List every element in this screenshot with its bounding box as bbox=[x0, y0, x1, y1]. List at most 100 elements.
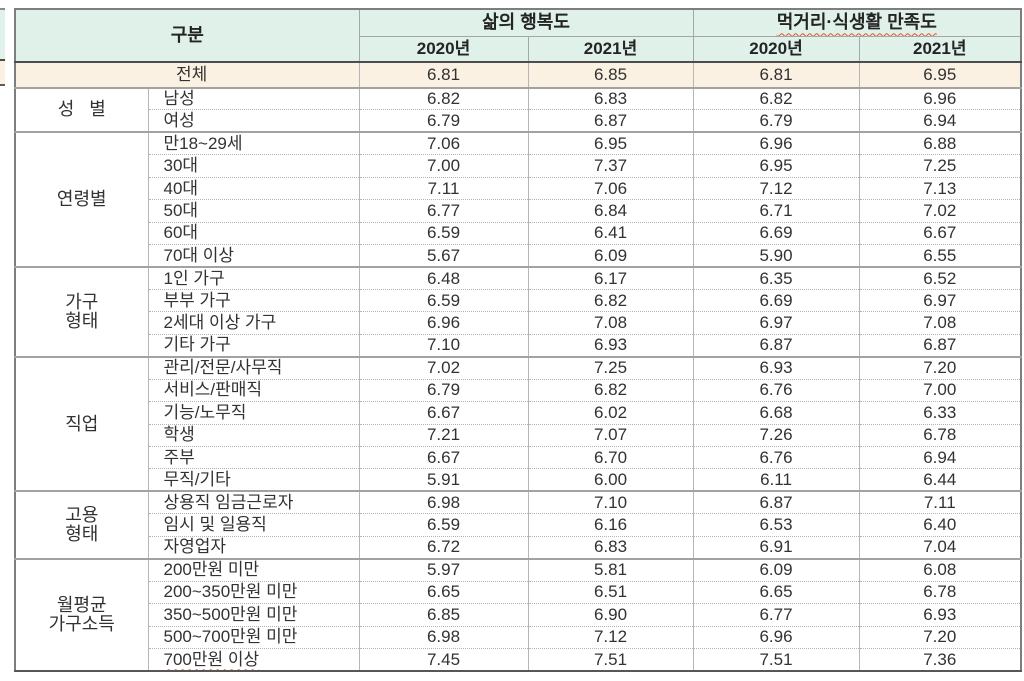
value-cell: 7.13 bbox=[858, 176, 1022, 200]
header-year-happiness-2021: 2021년 bbox=[527, 35, 694, 63]
value-cell: 6.76 bbox=[692, 445, 859, 469]
row-label-cell: 관리/전문/사무직 bbox=[147, 355, 359, 380]
value-cell: 6.78 bbox=[858, 423, 1022, 447]
value-cell: 6.98 bbox=[358, 625, 528, 649]
value-cell: 7.51 bbox=[527, 647, 693, 671]
value-cell: 7.10 bbox=[527, 490, 693, 514]
value-cell: 6.82 bbox=[527, 288, 693, 312]
value-cell: 6.59 bbox=[358, 221, 528, 245]
value-cell: 6.70 bbox=[527, 445, 693, 469]
row-label-cell: 임시 및 일용직 bbox=[147, 513, 359, 537]
value-cell: 7.12 bbox=[527, 625, 693, 649]
value-cell: 6.79 bbox=[358, 109, 528, 133]
table-row: 서비스/판매직 6.79 6.82 6.76 7.00 bbox=[15, 378, 1022, 402]
table-row: 40대 7.11 7.06 7.12 7.13 bbox=[15, 176, 1022, 200]
satisfaction-table: 구분 삶의 행복도 먹거리·식생활 만족도 2020년 2021년 2020년 … bbox=[14, 8, 1023, 672]
value-cell: 6.51 bbox=[527, 580, 693, 604]
table-row: 200~350만원 미만 6.65 6.51 6.65 6.78 bbox=[15, 580, 1022, 604]
value-cell: 6.94 bbox=[858, 445, 1022, 469]
value-cell: 6.65 bbox=[692, 580, 859, 604]
row-label-cell: 서비스/판매직 bbox=[147, 378, 359, 402]
value-cell: 7.02 bbox=[858, 199, 1022, 223]
row-label-cell: 700만원 이상 bbox=[147, 647, 359, 671]
value-cell: 6.98 bbox=[358, 490, 528, 514]
value-cell: 5.97 bbox=[358, 557, 528, 582]
row-label-cell: 부부 가구 bbox=[147, 288, 359, 312]
value-cell: 6.79 bbox=[358, 378, 528, 402]
table-row: 직업 관리/전문/사무직 7.02 7.25 6.93 7.20 bbox=[15, 355, 1022, 492]
value-cell: 7.00 bbox=[858, 378, 1022, 402]
row-label-cell: 만18~29세 bbox=[147, 131, 359, 155]
value-cell: 6.02 bbox=[527, 401, 693, 425]
row-label-cell: 학생 bbox=[147, 423, 359, 447]
table-row: 가구 형태 1인 가구 6.48 6.17 6.35 6.52 bbox=[15, 265, 1022, 357]
value-cell: 6.96 bbox=[692, 131, 859, 155]
value-cell: 5.67 bbox=[358, 244, 528, 267]
table-row: 자영업자 6.72 6.83 6.91 7.04 bbox=[15, 535, 1022, 559]
table-row: 무직/기타 5.91 6.00 6.11 6.44 bbox=[15, 468, 1022, 492]
table-row: 50대 6.77 6.84 6.71 7.02 bbox=[15, 199, 1022, 223]
value-cell: 6.97 bbox=[858, 288, 1022, 312]
value-cell: 6.71 bbox=[692, 199, 859, 223]
table-row: 350~500만원 미만 6.85 6.90 6.77 6.93 bbox=[15, 603, 1022, 626]
value-cell: 7.00 bbox=[358, 154, 528, 178]
value-cell: 7.04 bbox=[858, 535, 1022, 559]
group-label-cell: 연령별 bbox=[15, 131, 148, 267]
value-cell: 6.44 bbox=[858, 468, 1022, 492]
value-cell: 7.08 bbox=[858, 311, 1022, 335]
row-label-cell: 자영업자 bbox=[147, 535, 359, 559]
value-cell: 6.55 bbox=[858, 244, 1022, 267]
value-cell: 7.36 bbox=[858, 647, 1022, 671]
value-cell: 6.72 bbox=[358, 535, 528, 559]
value-cell: 6.68 bbox=[692, 401, 859, 425]
group-label-cell: 성 별 bbox=[15, 86, 148, 133]
table-row: 성 별 남성 6.82 6.83 6.82 6.96 bbox=[15, 86, 1022, 133]
value-cell: 6.83 bbox=[527, 535, 693, 559]
value-cell: 6.95 bbox=[692, 154, 859, 178]
row-label-cell: 상용직 임금근로자 bbox=[147, 490, 359, 514]
row-label-cell: 50대 bbox=[147, 199, 359, 223]
value-cell: 7.45 bbox=[358, 647, 528, 671]
value-cell: 6.09 bbox=[692, 557, 859, 582]
header-group-row: 구분 삶의 행복도 먹거리·식생활 만족도 bbox=[14, 8, 1022, 63]
value-cell: 6.41 bbox=[527, 221, 693, 245]
value-cell: 6.76 bbox=[692, 378, 859, 402]
value-cell: 6.81 bbox=[358, 62, 528, 88]
value-cell: 7.06 bbox=[358, 131, 528, 155]
row-label-cell: 70대 이상 bbox=[147, 244, 359, 267]
table-row: 30대 7.00 7.37 6.95 7.25 bbox=[15, 154, 1022, 178]
row-label-cell: 기능/노무직 bbox=[147, 401, 359, 425]
value-cell: 7.37 bbox=[527, 154, 693, 178]
value-cell: 5.81 bbox=[527, 557, 693, 582]
value-cell: 6.87 bbox=[858, 333, 1022, 357]
value-cell: 6.79 bbox=[692, 109, 859, 133]
value-cell: 7.25 bbox=[527, 355, 693, 380]
header-year-food-2020: 2020년 bbox=[692, 35, 860, 63]
value-cell: 6.67 bbox=[358, 401, 528, 425]
value-cell: 6.00 bbox=[527, 468, 693, 492]
value-cell: 6.11 bbox=[692, 468, 859, 492]
row-label-cell: 500~700만원 미만 bbox=[147, 625, 359, 649]
value-cell: 7.07 bbox=[527, 423, 693, 447]
table-row: 60대 6.59 6.41 6.69 6.67 bbox=[15, 221, 1022, 245]
table-row: 70대 이상 5.67 6.09 5.90 6.55 bbox=[15, 244, 1022, 267]
group-label-cell: 가구 형태 bbox=[15, 266, 148, 357]
value-cell: 6.67 bbox=[358, 445, 528, 469]
value-cell: 7.10 bbox=[358, 333, 528, 357]
value-cell: 7.51 bbox=[692, 647, 859, 671]
value-cell: 7.26 bbox=[692, 423, 859, 447]
row-label-cell: 주부 bbox=[147, 445, 359, 469]
value-cell: 7.25 bbox=[858, 154, 1022, 178]
value-cell: 7.11 bbox=[358, 176, 528, 200]
group-label-cell: 고용 형태 bbox=[15, 490, 148, 559]
value-cell: 5.91 bbox=[358, 468, 528, 492]
value-cell: 7.12 bbox=[692, 176, 859, 200]
value-cell: 6.97 bbox=[692, 311, 859, 335]
row-label-cell: 40대 bbox=[147, 176, 359, 200]
header-life-happiness-label: 삶의 행복도 bbox=[482, 12, 570, 33]
row-label-cell: 여성 bbox=[147, 109, 359, 133]
value-cell: 6.96 bbox=[858, 86, 1022, 110]
row-label-total: 전체 bbox=[14, 62, 359, 88]
value-cell: 6.81 bbox=[692, 62, 859, 88]
